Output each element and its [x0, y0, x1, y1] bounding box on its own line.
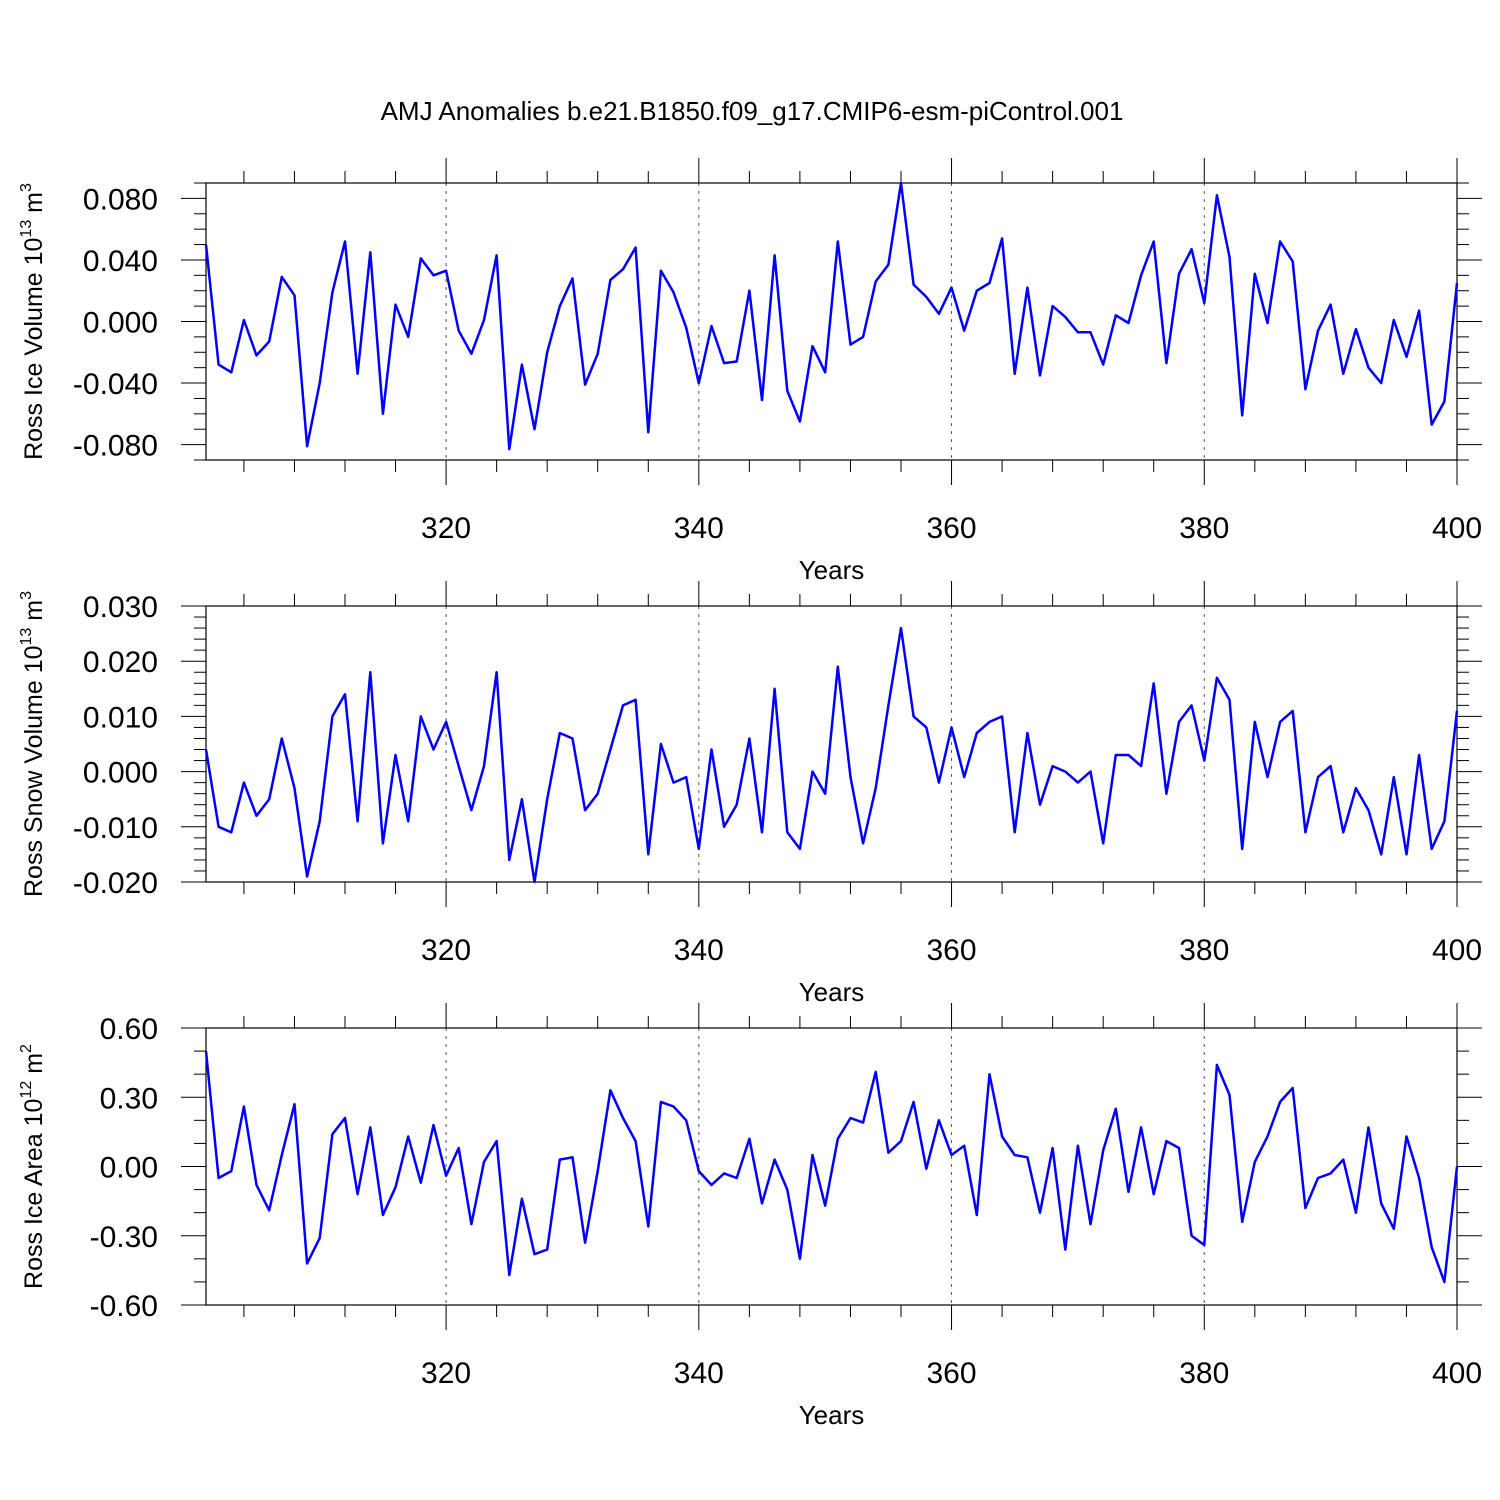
x-tick-label: 340 [674, 512, 724, 545]
x-tick-label: 400 [1432, 512, 1482, 545]
x-tick-label: 380 [1179, 934, 1229, 967]
y-axis-label: Ross Ice Volume 1013 m3 [18, 183, 48, 460]
y-tick-label: 0.040 [83, 245, 158, 278]
y-tick-label: 0.030 [83, 591, 158, 624]
y-label-exponent: 13 [18, 220, 35, 238]
y-tick-label: 0.010 [83, 701, 158, 734]
y-tick-label: 0.000 [83, 307, 158, 340]
y-tick-label: -0.30 [90, 1221, 158, 1254]
series-line [204, 181, 1459, 451]
y-tick-label: -0.080 [73, 430, 158, 463]
y-tick-label: 0.00 [100, 1152, 158, 1185]
x-tick-label: 400 [1432, 934, 1482, 967]
x-tick-label: 400 [1432, 1357, 1482, 1390]
x-tick-label: 360 [927, 512, 977, 545]
y-tick-label: -0.010 [73, 812, 158, 845]
y-label-text: m [20, 192, 48, 220]
y-label-exponent: 12 [18, 1081, 35, 1099]
y-label-exponent: 3 [18, 591, 35, 600]
x-tick-label: 360 [927, 1357, 977, 1390]
series-line [204, 1050, 1459, 1284]
y-axis-label: Ross Ice Area 1012 m2 [18, 1044, 48, 1289]
x-axis-label: Years [799, 977, 865, 1007]
chart-panel-3: 320 340 360 380 400 -0.60 -0.30 0.00 0.30 0.60 Yea… [18, 1003, 1482, 1430]
x-tick-label: 380 [1179, 1357, 1229, 1390]
y-tick-label: 0.30 [100, 1082, 158, 1115]
chart-panel-2: 320 340 360 380 400 -0.020 -0.010 0.000 0.010 0.0… [18, 581, 1482, 1007]
x-tick-label: 380 [1179, 512, 1229, 545]
y-label-exponent: 13 [18, 628, 35, 646]
y-label-text: Ross Ice Area 10 [20, 1099, 48, 1289]
x-tick-label: 320 [421, 1357, 471, 1390]
y-tick-label: 0.000 [83, 757, 158, 790]
x-tick-label: 340 [674, 1357, 724, 1390]
y-label-exponent: 3 [18, 183, 35, 192]
y-label-text: m [20, 1053, 48, 1081]
y-label-exponent: 2 [18, 1044, 35, 1053]
y-label-text: m [20, 600, 48, 628]
x-axis-label: Years [799, 1400, 865, 1430]
y-axis-label: Ross Snow Volume 1013 m3 [18, 591, 48, 897]
plot-frame [205, 182, 1458, 461]
x-axis-label: Years [799, 555, 865, 585]
chart-panel-1: 320 340 360 380 400 -0.080 -0.040 0.000 0.040 0.0… [18, 158, 1482, 585]
figure-title: AMJ Anomalies b.e21.B1850.f09_g17.CMIP6-… [381, 96, 1124, 126]
y-tick-label: -0.040 [73, 368, 158, 401]
x-tick-label: 360 [927, 934, 977, 967]
y-tick-label: 0.020 [83, 646, 158, 679]
plot-frame [205, 605, 1458, 883]
series-line [204, 626, 1459, 884]
x-tick-label: 340 [674, 934, 724, 967]
y-label-text: Ross Snow Volume 10 [20, 645, 48, 897]
y-label-text: Ross Ice Volume 10 [20, 238, 48, 460]
y-tick-label: -0.60 [90, 1290, 158, 1323]
y-tick-label: 0.080 [83, 183, 158, 216]
x-tick-label: 320 [421, 512, 471, 545]
y-tick-label: 0.60 [100, 1013, 158, 1046]
x-tick-label: 320 [421, 934, 471, 967]
y-tick-label: -0.020 [73, 867, 158, 900]
